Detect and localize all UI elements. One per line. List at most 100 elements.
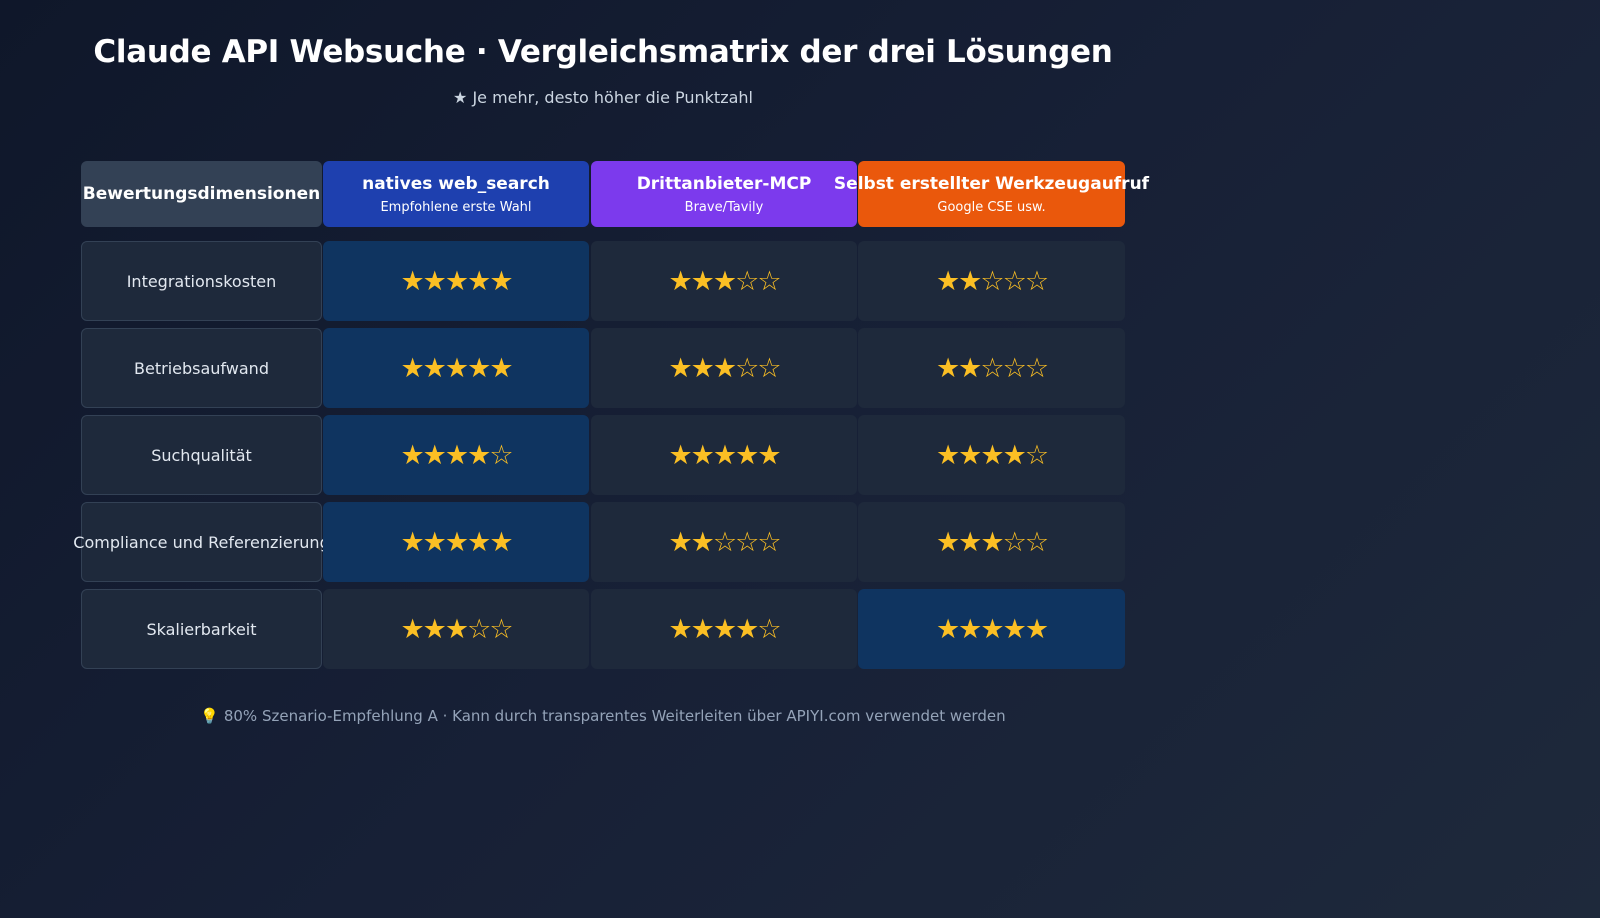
header-dimensions: Bewertungsdimensionen [81, 161, 322, 227]
rating-cell: ★ ★ ★ ★ ★ [591, 415, 857, 495]
star-filled-icon: ★ [712, 352, 737, 384]
star-filled-icon: ★ [712, 613, 737, 645]
star-filled-icon: ★ [690, 439, 715, 471]
star-filled-icon: ★ [400, 265, 424, 297]
star-empty-icon: ☆ [757, 526, 781, 558]
star-filled-icon: ★ [735, 439, 759, 471]
star-filled-icon: ★ [422, 613, 447, 645]
star-filled-icon: ★ [422, 265, 447, 297]
header-subtitle: Empfohlene erste Wahl [380, 199, 532, 215]
header-custom-tool-call: Selbst erstellter Werkzeugaufruf Google … [834, 161, 1149, 227]
star-filled-icon: ★ [690, 526, 715, 558]
page-subtitle: ★ Je mehr, desto höher die Punktzahl [453, 88, 753, 107]
star-filled-icon: ★ [668, 265, 692, 297]
rating-cell: ★ ★ ☆ ☆ ☆ [858, 241, 1125, 321]
star-empty-icon: ☆ [757, 265, 781, 297]
star-filled-icon: ★ [422, 352, 447, 384]
star-filled-icon: ★ [444, 352, 469, 384]
star-filled-icon: ★ [668, 352, 692, 384]
star-empty-icon: ☆ [1024, 265, 1049, 297]
star-filled-icon: ★ [400, 526, 424, 558]
rating-cell: ★ ★ ★ ★ ☆ [323, 415, 589, 495]
star-filled-icon: ★ [467, 526, 491, 558]
rating-cell: ★ ★ ★ ★ ☆ [858, 415, 1125, 495]
star-empty-icon: ☆ [735, 352, 759, 384]
star-filled-icon: ★ [980, 526, 1004, 558]
row-label: Betriebsaufwand [81, 328, 322, 408]
star-filled-icon: ★ [958, 613, 982, 645]
star-empty-icon: ☆ [1002, 265, 1027, 297]
star-filled-icon: ★ [444, 526, 469, 558]
star-filled-icon: ★ [668, 526, 692, 558]
header-title: natives web_search [362, 173, 550, 194]
rating-cell: ★ ★ ★ ☆ ☆ [323, 589, 589, 669]
star-filled-icon: ★ [422, 439, 447, 471]
star-filled-icon: ★ [690, 352, 715, 384]
star-filled-icon: ★ [489, 526, 513, 558]
star-filled-icon: ★ [690, 265, 715, 297]
star-filled-icon: ★ [935, 439, 960, 471]
star-filled-icon: ★ [690, 613, 715, 645]
star-filled-icon: ★ [467, 352, 491, 384]
row-label: Integrationskosten [81, 241, 322, 321]
star-empty-icon: ☆ [1024, 526, 1049, 558]
star-filled-icon: ★ [467, 265, 491, 297]
star-empty-icon: ☆ [489, 613, 513, 645]
star-filled-icon: ★ [935, 613, 960, 645]
star-empty-icon: ☆ [1002, 352, 1027, 384]
header-third-party-mcp: Drittanbieter-MCP Brave/Tavily [591, 161, 857, 227]
header-title: Drittanbieter-MCP [636, 173, 812, 194]
star-filled-icon: ★ [958, 526, 982, 558]
star-filled-icon: ★ [935, 526, 960, 558]
star-filled-icon: ★ [980, 613, 1004, 645]
star-filled-icon: ★ [712, 439, 737, 471]
rating-cell: ★ ★ ☆ ☆ ☆ [858, 328, 1125, 408]
star-filled-icon: ★ [400, 352, 424, 384]
star-empty-icon: ☆ [1024, 352, 1049, 384]
star-filled-icon: ★ [422, 526, 447, 558]
star-filled-icon: ★ [958, 439, 982, 471]
rating-cell: ★ ★ ★ ☆ ☆ [858, 502, 1125, 582]
star-filled-icon: ★ [935, 265, 960, 297]
star-filled-icon: ★ [1024, 613, 1049, 645]
header-dimensions-label: Bewertungsdimensionen [82, 184, 321, 204]
star-filled-icon: ★ [668, 613, 692, 645]
star-empty-icon: ☆ [489, 439, 513, 471]
star-filled-icon: ★ [444, 265, 469, 297]
star-filled-icon: ★ [444, 613, 469, 645]
star-filled-icon: ★ [980, 439, 1004, 471]
star-filled-icon: ★ [400, 439, 424, 471]
star-empty-icon: ☆ [980, 352, 1004, 384]
star-filled-icon: ★ [735, 613, 759, 645]
footer-note: 💡 80% Szenario-Empfehlung A · Kann durch… [200, 707, 1006, 725]
star-filled-icon: ★ [958, 265, 982, 297]
rating-cell: ★ ★ ☆ ☆ ☆ [591, 502, 857, 582]
row-label: Suchqualität [81, 415, 322, 495]
star-empty-icon: ☆ [1024, 439, 1049, 471]
star-empty-icon: ☆ [757, 352, 781, 384]
star-empty-icon: ☆ [980, 265, 1004, 297]
star-filled-icon: ★ [1002, 613, 1027, 645]
star-empty-icon: ☆ [467, 613, 491, 645]
star-filled-icon: ★ [958, 352, 982, 384]
header-native-web-search: natives web_search Empfohlene erste Wahl [323, 161, 589, 227]
row-label: Compliance und Referenzierung [73, 502, 330, 582]
rating-cell: ★ ★ ★ ☆ ☆ [591, 328, 857, 408]
page-title: Claude API Websuche · Vergleichsmatrix d… [93, 34, 1113, 70]
star-empty-icon: ☆ [1002, 526, 1027, 558]
header-subtitle: Google CSE usw. [937, 199, 1046, 215]
row-label: Skalierbarkeit [81, 589, 322, 669]
rating-cell: ★ ★ ★ ★ ★ [858, 589, 1125, 669]
star-filled-icon: ★ [712, 265, 737, 297]
star-filled-icon: ★ [467, 439, 491, 471]
rating-cell: ★ ★ ★ ★ ★ [323, 502, 589, 582]
rating-cell: ★ ★ ★ ☆ ☆ [591, 241, 857, 321]
rating-cell: ★ ★ ★ ★ ★ [323, 328, 589, 408]
star-filled-icon: ★ [1002, 439, 1027, 471]
header-title: Selbst erstellter Werkzeugaufruf [833, 173, 1150, 194]
star-filled-icon: ★ [444, 439, 469, 471]
star-filled-icon: ★ [489, 265, 513, 297]
rating-cell: ★ ★ ★ ★ ★ [323, 241, 589, 321]
star-empty-icon: ☆ [712, 526, 737, 558]
star-filled-icon: ★ [935, 352, 960, 384]
